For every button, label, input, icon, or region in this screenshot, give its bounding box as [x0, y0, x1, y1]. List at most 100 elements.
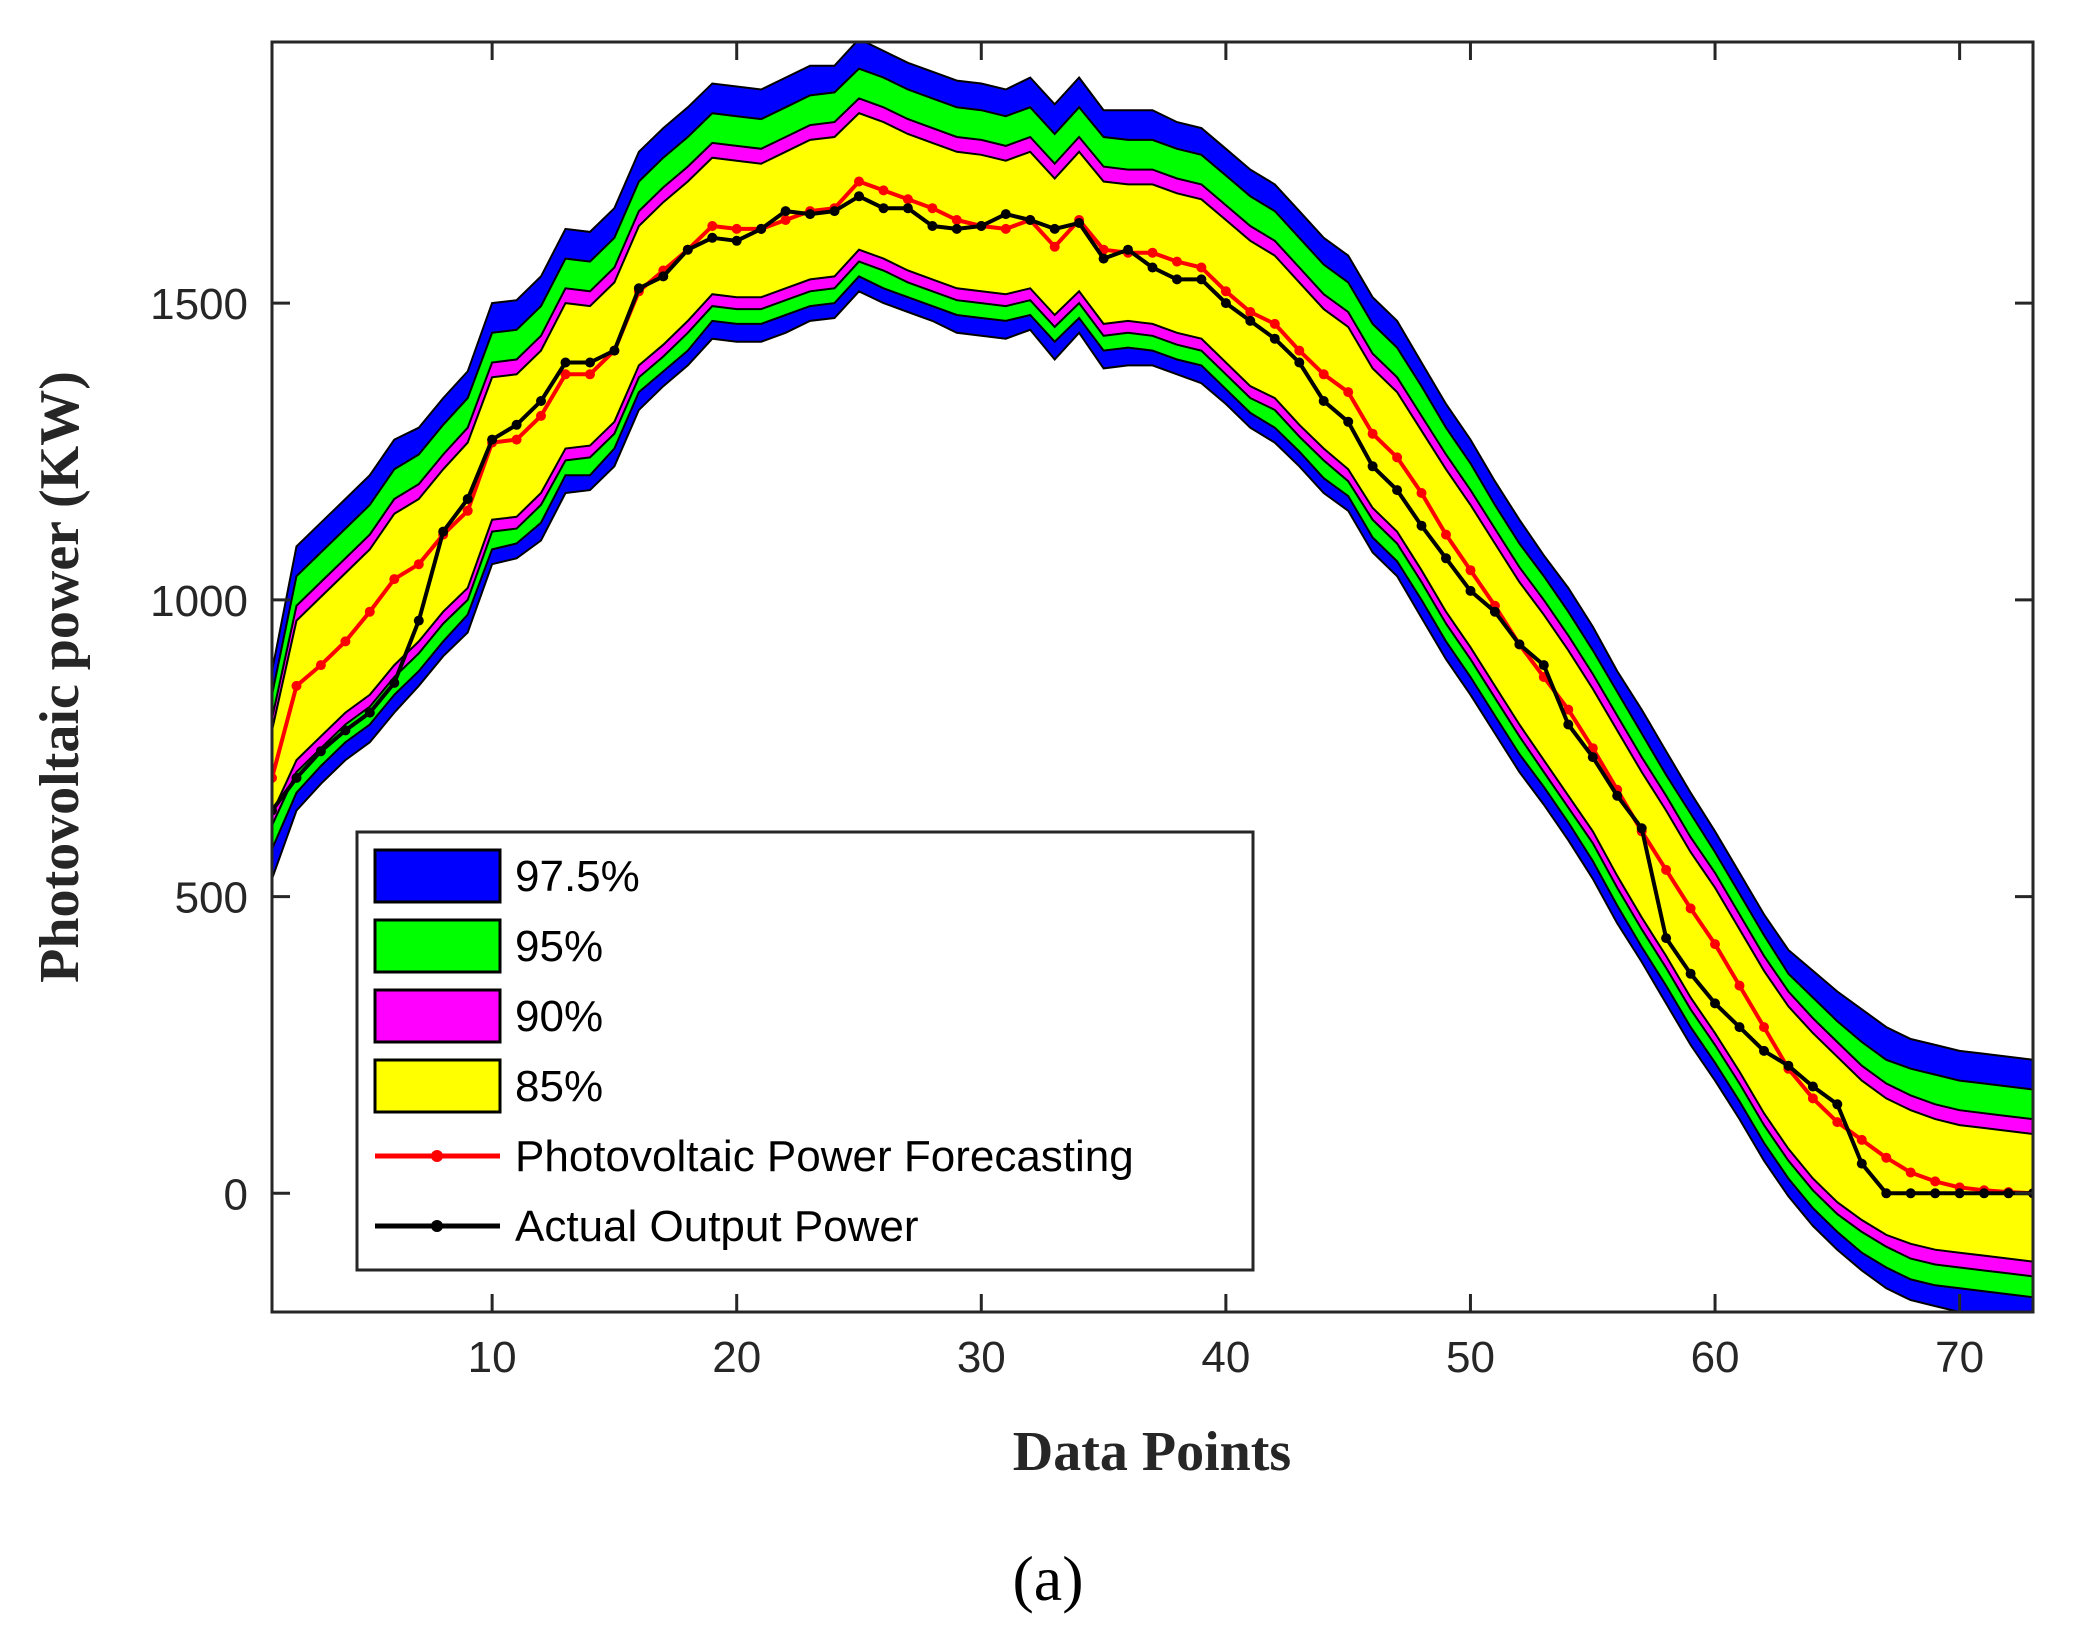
forecast-point [1734, 980, 1745, 991]
actual-point [1318, 396, 1329, 406]
actual-point [1563, 719, 1574, 730]
actual-point [1807, 1081, 1818, 1092]
plot-frame [270, 40, 2035, 1314]
actual-point [878, 203, 889, 214]
actual-point [976, 221, 987, 231]
actual-point [438, 526, 449, 537]
forecast-point [1269, 318, 1280, 329]
actual-point [1049, 223, 1060, 234]
actual-point [1392, 485, 1403, 496]
series-lines [272, 176, 2033, 1199]
forecast-point [1318, 369, 1329, 380]
actual-point [1685, 968, 1696, 979]
actual-point [1759, 1045, 1769, 1056]
actual-point [1905, 1188, 1916, 1199]
legend-swatch [373, 918, 502, 974]
actual-point [1538, 660, 1549, 671]
legend-label: 97.5% [515, 852, 640, 901]
actual-point [1881, 1188, 1892, 1199]
actual-point [1245, 315, 1256, 326]
forecast-point [707, 221, 718, 231]
actual-point [1172, 274, 1182, 285]
actual-point [829, 206, 840, 217]
actual-point [291, 772, 302, 783]
legend-label: 95% [515, 922, 603, 971]
actual-point [1979, 1188, 1990, 1199]
legend-swatch [373, 848, 502, 904]
x-tick-label: 30 [957, 1333, 1006, 1382]
actual-point [1734, 1022, 1745, 1033]
actual-point [536, 396, 546, 406]
y-tick-label: 1000 [150, 577, 248, 626]
actual-point [364, 707, 375, 718]
forecast-point [731, 223, 742, 234]
actual-point [1930, 1188, 1941, 1199]
actual-point [682, 244, 693, 255]
actual-point [1489, 606, 1500, 617]
x-tick-label: 70 [1935, 1333, 1984, 1382]
forecast-point [536, 410, 546, 421]
forecast-point [413, 559, 424, 570]
y-axis-title: Photovoltaic power (KW) [29, 371, 91, 983]
forecast-point [511, 434, 522, 445]
legend-marker [431, 1220, 443, 1232]
actual-point [1465, 585, 1476, 596]
forecast-point [1661, 864, 1672, 875]
actual-point [805, 209, 816, 220]
legend-marker [431, 1150, 443, 1162]
actual-point [315, 746, 326, 757]
forecast-point [1049, 241, 1060, 252]
forecast-point [1172, 256, 1182, 267]
actual-point [1954, 1188, 1965, 1199]
actual-point [1220, 298, 1231, 309]
actual-point [1636, 823, 1647, 834]
forecast-point [1147, 247, 1158, 258]
actual-point [511, 419, 522, 430]
forecast-point [560, 369, 571, 380]
actual-point [1098, 253, 1109, 264]
forecast-point [1710, 939, 1720, 950]
actual-point [1123, 244, 1133, 255]
legend-label: Actual Output Power [515, 1202, 919, 1251]
actual-point [756, 223, 767, 234]
forecast-point [389, 574, 400, 585]
forecast-point [878, 185, 889, 196]
actual-point [1612, 790, 1623, 801]
legend: 97.5% 95% 90% 85% Photovoltaic Power Forecas… [355, 830, 1255, 1272]
actual-point [1710, 998, 1720, 1009]
actual-point [340, 725, 351, 736]
actual-point [658, 271, 669, 282]
legend-swatch [373, 988, 502, 1044]
actual-point [2003, 1188, 2014, 1199]
x-axis-title: Data Points [1013, 1421, 1291, 1483]
forecast-point [1685, 903, 1696, 914]
legend-label: 90% [515, 992, 603, 1041]
actual-point [707, 232, 718, 243]
y-tick-label: 0 [224, 1170, 248, 1219]
forecast-point [1294, 345, 1305, 356]
actual-point [560, 357, 571, 368]
forecast-point [1563, 704, 1574, 715]
actual-point [1514, 639, 1525, 650]
forecast-point [1416, 488, 1427, 498]
y-tick-label: 500 [175, 874, 248, 923]
forecast-point [1465, 565, 1476, 576]
panel-label: (a) [1012, 1543, 1083, 1614]
actual-point [1196, 274, 1207, 285]
forecast-point [1196, 262, 1207, 273]
actual-point [1269, 333, 1280, 344]
forecast-point [291, 680, 302, 691]
forecast-point [1392, 452, 1403, 463]
actual-point [1025, 215, 1036, 225]
y-axis: 0 500 1000 1500 [150, 280, 2033, 1219]
legend-label: Photovoltaic Power Forecasting [515, 1132, 1134, 1181]
forecast-point [1000, 223, 1011, 234]
forecast-point [1441, 529, 1451, 540]
actual-point [731, 235, 742, 246]
actual-point [1294, 357, 1305, 368]
actual-point [1367, 461, 1378, 472]
actual-point [1147, 262, 1158, 273]
actual-point [609, 345, 620, 356]
actual-point [389, 677, 400, 688]
